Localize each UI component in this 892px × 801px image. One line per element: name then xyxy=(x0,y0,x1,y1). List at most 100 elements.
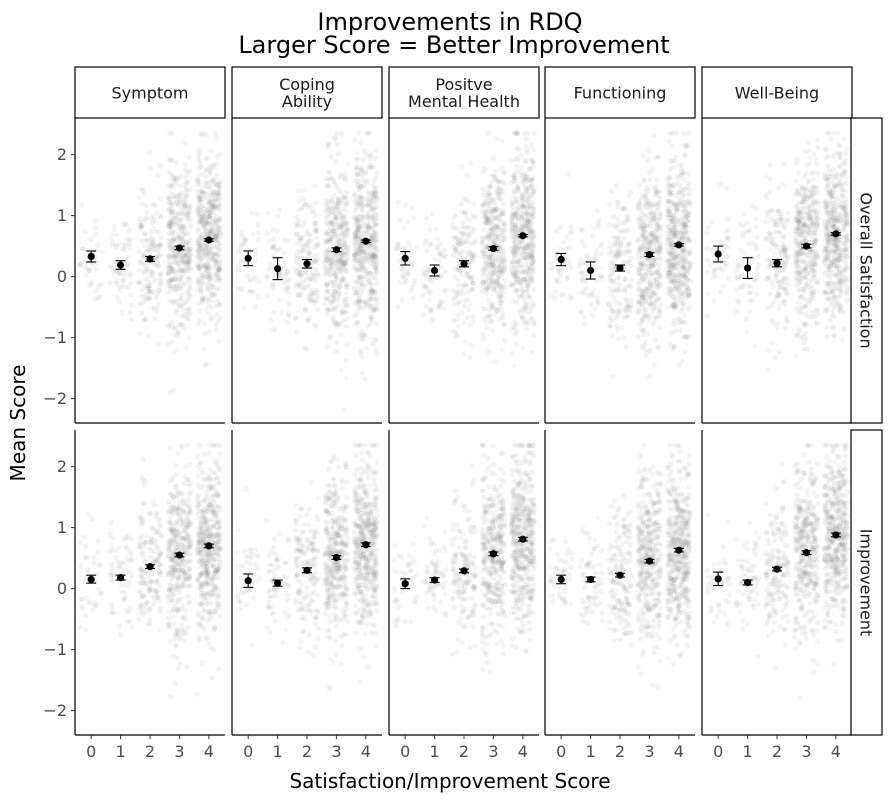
jitter-point xyxy=(656,224,662,230)
jitter-point xyxy=(531,130,537,136)
jitter-point xyxy=(502,264,508,270)
jitter-point xyxy=(669,302,675,308)
jitter-point xyxy=(524,226,530,232)
jitter-point xyxy=(764,257,770,263)
jitter-point xyxy=(767,246,773,252)
jitter-point xyxy=(509,350,515,356)
jitter-point xyxy=(172,287,179,293)
jitter-point xyxy=(338,332,344,338)
jitter-point xyxy=(625,212,631,218)
jitter-point xyxy=(179,222,185,229)
jitter-point xyxy=(485,192,491,198)
jitter-point xyxy=(517,169,523,175)
jitter-point xyxy=(245,273,251,279)
jitter-point xyxy=(810,222,816,228)
jitter-point xyxy=(763,172,769,178)
jitter-point xyxy=(838,164,844,170)
jitter-point xyxy=(308,298,314,304)
jitter-point xyxy=(372,155,378,161)
jitter-point xyxy=(117,270,123,276)
jitter-point xyxy=(468,301,474,307)
jitter-point xyxy=(359,165,365,171)
jitter-cloud xyxy=(235,130,380,413)
jitter-point xyxy=(179,255,185,261)
jitter-point xyxy=(519,250,526,256)
jitter-point xyxy=(186,241,192,247)
jitter-point xyxy=(172,229,178,235)
jitter-point xyxy=(117,288,123,294)
jitter-point xyxy=(485,130,491,136)
jitter-point xyxy=(465,315,471,321)
jitter-point xyxy=(180,313,186,319)
jitter-point xyxy=(784,319,791,325)
jitter-point xyxy=(676,315,682,321)
jitter-point xyxy=(281,250,287,256)
jitter-point xyxy=(775,320,782,326)
jitter-point xyxy=(796,300,802,306)
jitter-point xyxy=(374,185,380,191)
jitter-point xyxy=(116,299,122,305)
jitter-point xyxy=(186,335,192,341)
jitter-point xyxy=(152,247,158,253)
jitter-point xyxy=(277,297,283,303)
jitter-point xyxy=(411,295,417,301)
jitter-point xyxy=(465,224,471,230)
jitter-point xyxy=(614,182,620,188)
jitter-point xyxy=(343,323,349,329)
jitter-point xyxy=(82,228,88,234)
jitter-point xyxy=(653,290,659,296)
jitter-point xyxy=(108,235,114,241)
jitter-point xyxy=(776,301,783,307)
mean-point xyxy=(175,244,184,252)
jitter-point xyxy=(527,265,533,271)
jitter-point xyxy=(800,199,806,205)
jitter-point xyxy=(524,205,531,211)
jitter-point xyxy=(479,202,485,208)
jitter-point xyxy=(202,330,208,336)
jitter-point xyxy=(471,318,477,324)
jitter-point xyxy=(599,240,605,246)
jitter-point xyxy=(493,168,499,174)
jitter-point xyxy=(396,258,402,264)
jitter-point xyxy=(396,245,402,251)
jitter-point xyxy=(490,214,496,221)
jitter-point xyxy=(676,190,682,196)
jitter-point xyxy=(676,292,682,298)
jitter-point xyxy=(364,345,370,351)
jitter-point xyxy=(180,253,186,259)
jitter-point xyxy=(364,270,370,276)
jitter-point xyxy=(344,290,350,296)
jitter-point xyxy=(495,308,501,314)
jitter-point xyxy=(489,226,495,232)
jitter-point xyxy=(172,182,178,188)
jitter-point xyxy=(334,203,340,209)
jitter-point xyxy=(501,248,507,254)
jitter-point xyxy=(270,227,276,233)
jitter-point xyxy=(156,263,162,269)
jitter-point xyxy=(211,253,217,259)
jitter-point xyxy=(127,309,133,315)
jitter-point xyxy=(145,296,151,302)
jitter-point xyxy=(148,268,155,274)
jitter-point xyxy=(685,334,692,340)
jitter-point xyxy=(567,230,574,236)
jitter-point xyxy=(334,323,340,329)
jitter-point xyxy=(314,297,320,303)
jitter-point xyxy=(338,367,344,373)
jitter-point xyxy=(77,261,83,267)
jitter-point xyxy=(155,260,161,266)
jitter-point xyxy=(490,327,496,333)
jitter-point xyxy=(484,325,490,331)
jitter-point xyxy=(166,221,172,227)
jitter-point xyxy=(138,224,144,231)
jitter-point xyxy=(111,269,117,275)
jitter-point xyxy=(180,306,186,312)
jitter-point xyxy=(166,130,172,136)
jitter-point xyxy=(206,256,212,263)
jitter-point xyxy=(510,237,516,243)
jitter-point xyxy=(168,283,175,289)
jitter-point xyxy=(354,171,360,177)
jitter-point xyxy=(581,314,587,320)
jitter-point xyxy=(139,287,145,293)
